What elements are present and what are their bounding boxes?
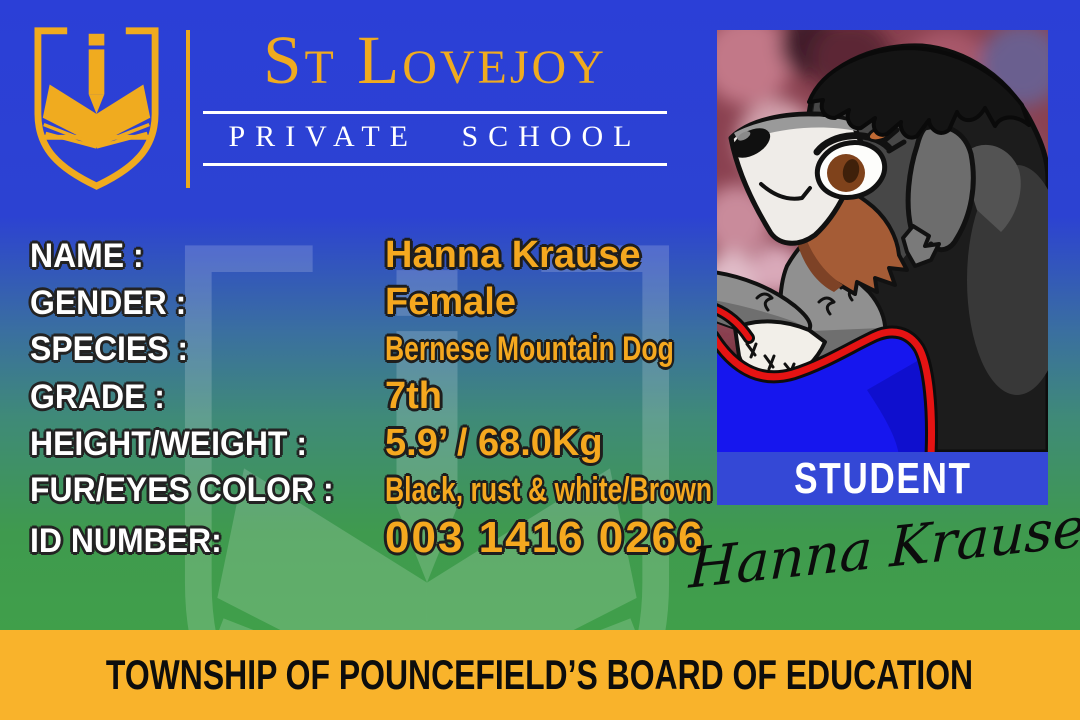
info-fields: NAME : Hanna Krause GENDER : Female SPEC… [30,232,804,561]
school-crest-icon [28,24,165,190]
role-badge-label: STUDENT [793,453,972,503]
footer-text: TOWNSHIP OF POUNCEFIELD’S BOARD OF EDUCA… [106,651,974,698]
footer-bar: TOWNSHIP OF POUNCEFIELD’S BOARD OF EDUCA… [0,630,1080,720]
student-photo [717,30,1048,452]
field-row-species: SPECIES : Bernese Mountain Dog [30,326,804,373]
field-row-grade: GRADE : 7th [30,373,804,420]
field-value: 003 1416 0266 [385,513,705,562]
field-value: 7th [385,375,442,417]
field-label: GENDER : [30,284,187,322]
field-value: Hanna Krause [385,234,641,276]
field-label: ID NUMBER: [30,522,222,560]
field-row-name: NAME : Hanna Krause [30,232,804,279]
field-value: 5.9’ / 68.0Kg [385,422,603,464]
field-label: GRADE : [30,378,165,416]
field-label: SPECIES : [30,330,189,368]
header: St Lovejoy Private School [196,0,674,166]
field-row-gender: GENDER : Female [30,279,804,326]
field-row-id-number: ID NUMBER: 003 1416 0266 [30,514,804,561]
field-value: Black, rust & white/Brown [385,471,713,509]
dog-character [717,43,1048,452]
school-name: St Lovejoy [263,22,607,98]
field-row-fur-eyes: FUR/EYES COLOR : Black, rust & white/Bro… [30,467,804,514]
field-label: FUR/EYES COLOR : [30,471,334,509]
photo-panel: STUDENT [717,30,1048,505]
header-divider [186,30,190,188]
field-label: NAME : [30,237,144,275]
field-row-height-weight: HEIGHT/WEIGHT : 5.9’ / 68.0Kg [30,420,804,467]
field-value: Female [385,281,516,323]
field-label: HEIGHT/WEIGHT : [30,425,307,463]
school-type: Private School [203,111,667,166]
field-value: Bernese Mountain Dog [385,330,674,368]
role-badge: STUDENT [717,452,1048,505]
